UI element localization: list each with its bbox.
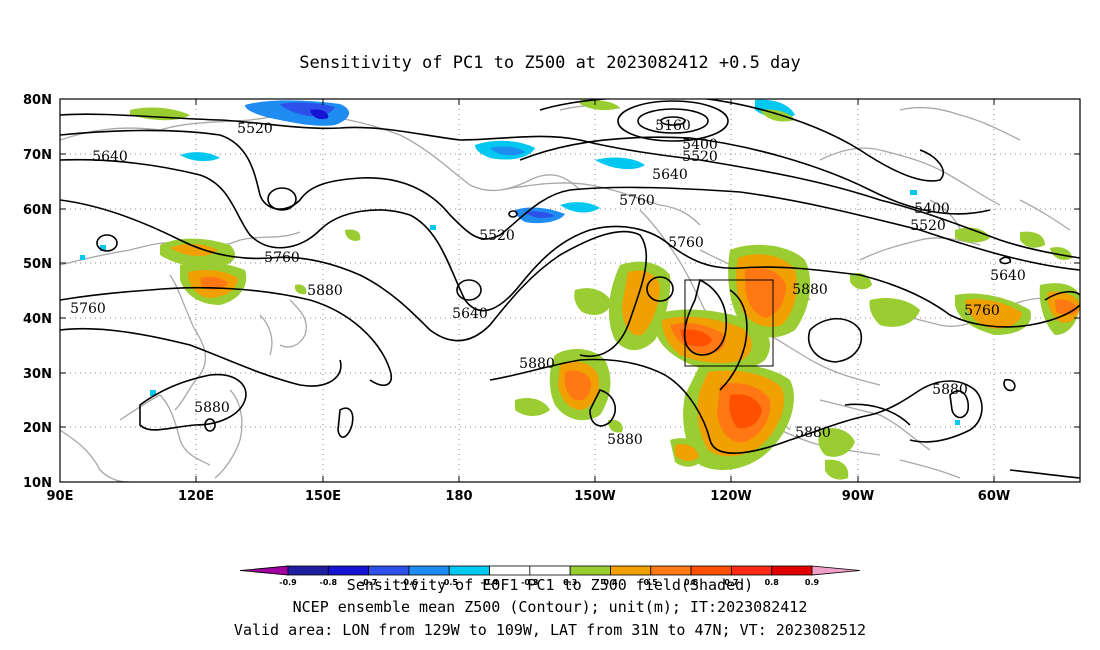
colorbar-box (650, 565, 692, 576)
lon-label: 90E (47, 489, 74, 504)
colorbar-box (690, 565, 732, 576)
footer-line-contour: NCEP ensemble mean Z500 (Contour); unit(… (292, 598, 808, 616)
colorbar-box (529, 565, 571, 576)
contour-label: 5520 (682, 149, 718, 165)
contour-label: 5640 (990, 268, 1026, 284)
colorbar-label: -0.7 (360, 578, 378, 587)
contour-label: 5880 (792, 282, 828, 298)
lat-label: 40N (23, 312, 52, 327)
colorbar-box (408, 565, 450, 576)
contour-label: 5400 (682, 137, 718, 153)
colorbar-label: -0.3 (521, 578, 539, 587)
colorbar-label: -0.6 (400, 578, 418, 587)
contour-label: 5520 (910, 218, 946, 234)
lon-label: 90W (842, 489, 874, 504)
latitude-labels: 80N 70N 60N 50N 40N 30N 20N 10N (23, 93, 52, 491)
lat-label: 80N (23, 93, 52, 108)
colorbar-label: 0.4 (603, 578, 618, 587)
z500-contours (60, 99, 1080, 479)
contour-label: 5880 (519, 356, 555, 372)
lat-label: 30N (23, 367, 52, 382)
contour-label: 5640 (452, 306, 488, 322)
lat-label: 70N (23, 148, 52, 163)
colorbar-box (730, 565, 773, 576)
contour-label: 5880 (932, 382, 968, 398)
contour-label: 5880 (194, 400, 230, 416)
colorbar-box (287, 565, 329, 576)
colorbar-max-triangle (811, 565, 861, 576)
colorbar-label: 0.7 (724, 578, 738, 587)
colorbar-label: 0.9 (805, 578, 820, 587)
contour-label: 5640 (92, 149, 128, 165)
colorbar-box (569, 565, 611, 576)
lat-label: 10N (23, 476, 52, 491)
axis-ticks (59, 98, 1080, 483)
contour-label: 5760 (264, 250, 300, 266)
colorbar-label: 0.6 (684, 578, 699, 587)
lat-label: 50N (23, 257, 52, 272)
footer-line-valid-area: Valid area: LON from 129W to 109W, LAT f… (233, 621, 867, 639)
lon-label: 150W (574, 489, 615, 504)
contour-label: 5760 (964, 303, 1000, 319)
contour-label: 5520 (479, 228, 515, 244)
contour-label: 5760 (619, 193, 655, 209)
contour-label: 5400 (914, 201, 950, 217)
map-title: Sensitivity of PC1 to Z500 at 2023082412… (299, 53, 801, 73)
map-border (59, 98, 1081, 483)
colorbar-box (489, 565, 531, 576)
valid-area-box (684, 279, 774, 367)
colorbar-box (448, 565, 490, 576)
colorbar-box (368, 565, 410, 576)
colorbar-box (610, 565, 652, 576)
footer-line-shading: Sensitivity of EOF1 PC1 to Z500 field(Sh… (346, 576, 754, 594)
lon-label: 60W (978, 489, 1010, 504)
colorbar-box (327, 565, 370, 576)
lon-label: 150E (305, 489, 341, 504)
contour-label: 5880 (607, 432, 643, 448)
colorbar-label: -0.9 (279, 578, 297, 587)
contour-label: 5160 (655, 118, 691, 134)
colorbar-min-triangle (239, 565, 289, 576)
colorbar-label: 0.5 (644, 578, 659, 587)
contour-label: 5880 (307, 283, 343, 299)
colorbar-label: 0.3 (563, 578, 577, 587)
contour-label: 5640 (652, 167, 688, 183)
colorbar-label: -0.5 (440, 578, 458, 587)
contour-label: 5520 (237, 121, 273, 137)
colorbar-box (771, 565, 813, 576)
lat-label: 20N (23, 421, 52, 436)
lat-label: 60N (23, 203, 52, 218)
contour-label: 5760 (70, 301, 106, 317)
lon-label: 120W (710, 489, 751, 504)
contour-label: 5880 (795, 425, 831, 441)
contour-label: 5760 (668, 235, 704, 251)
coastlines (60, 104, 1071, 482)
lon-label: 180 (445, 489, 472, 504)
colorbar-label: -0.4 (481, 578, 499, 587)
colorbar-label: 0.8 (765, 578, 780, 587)
lon-label: 120E (178, 489, 214, 504)
longitude-labels: 90E 120E 150E 180 150W 120W 90W 60W (47, 489, 1011, 504)
colorbar: -0.9 -0.8 -0.7 -0.6 -0.5 -0.4 -0.3 0.3 0.4 0.5 0.6… (239, 565, 861, 587)
colorbar-label: -0.8 (320, 578, 338, 587)
